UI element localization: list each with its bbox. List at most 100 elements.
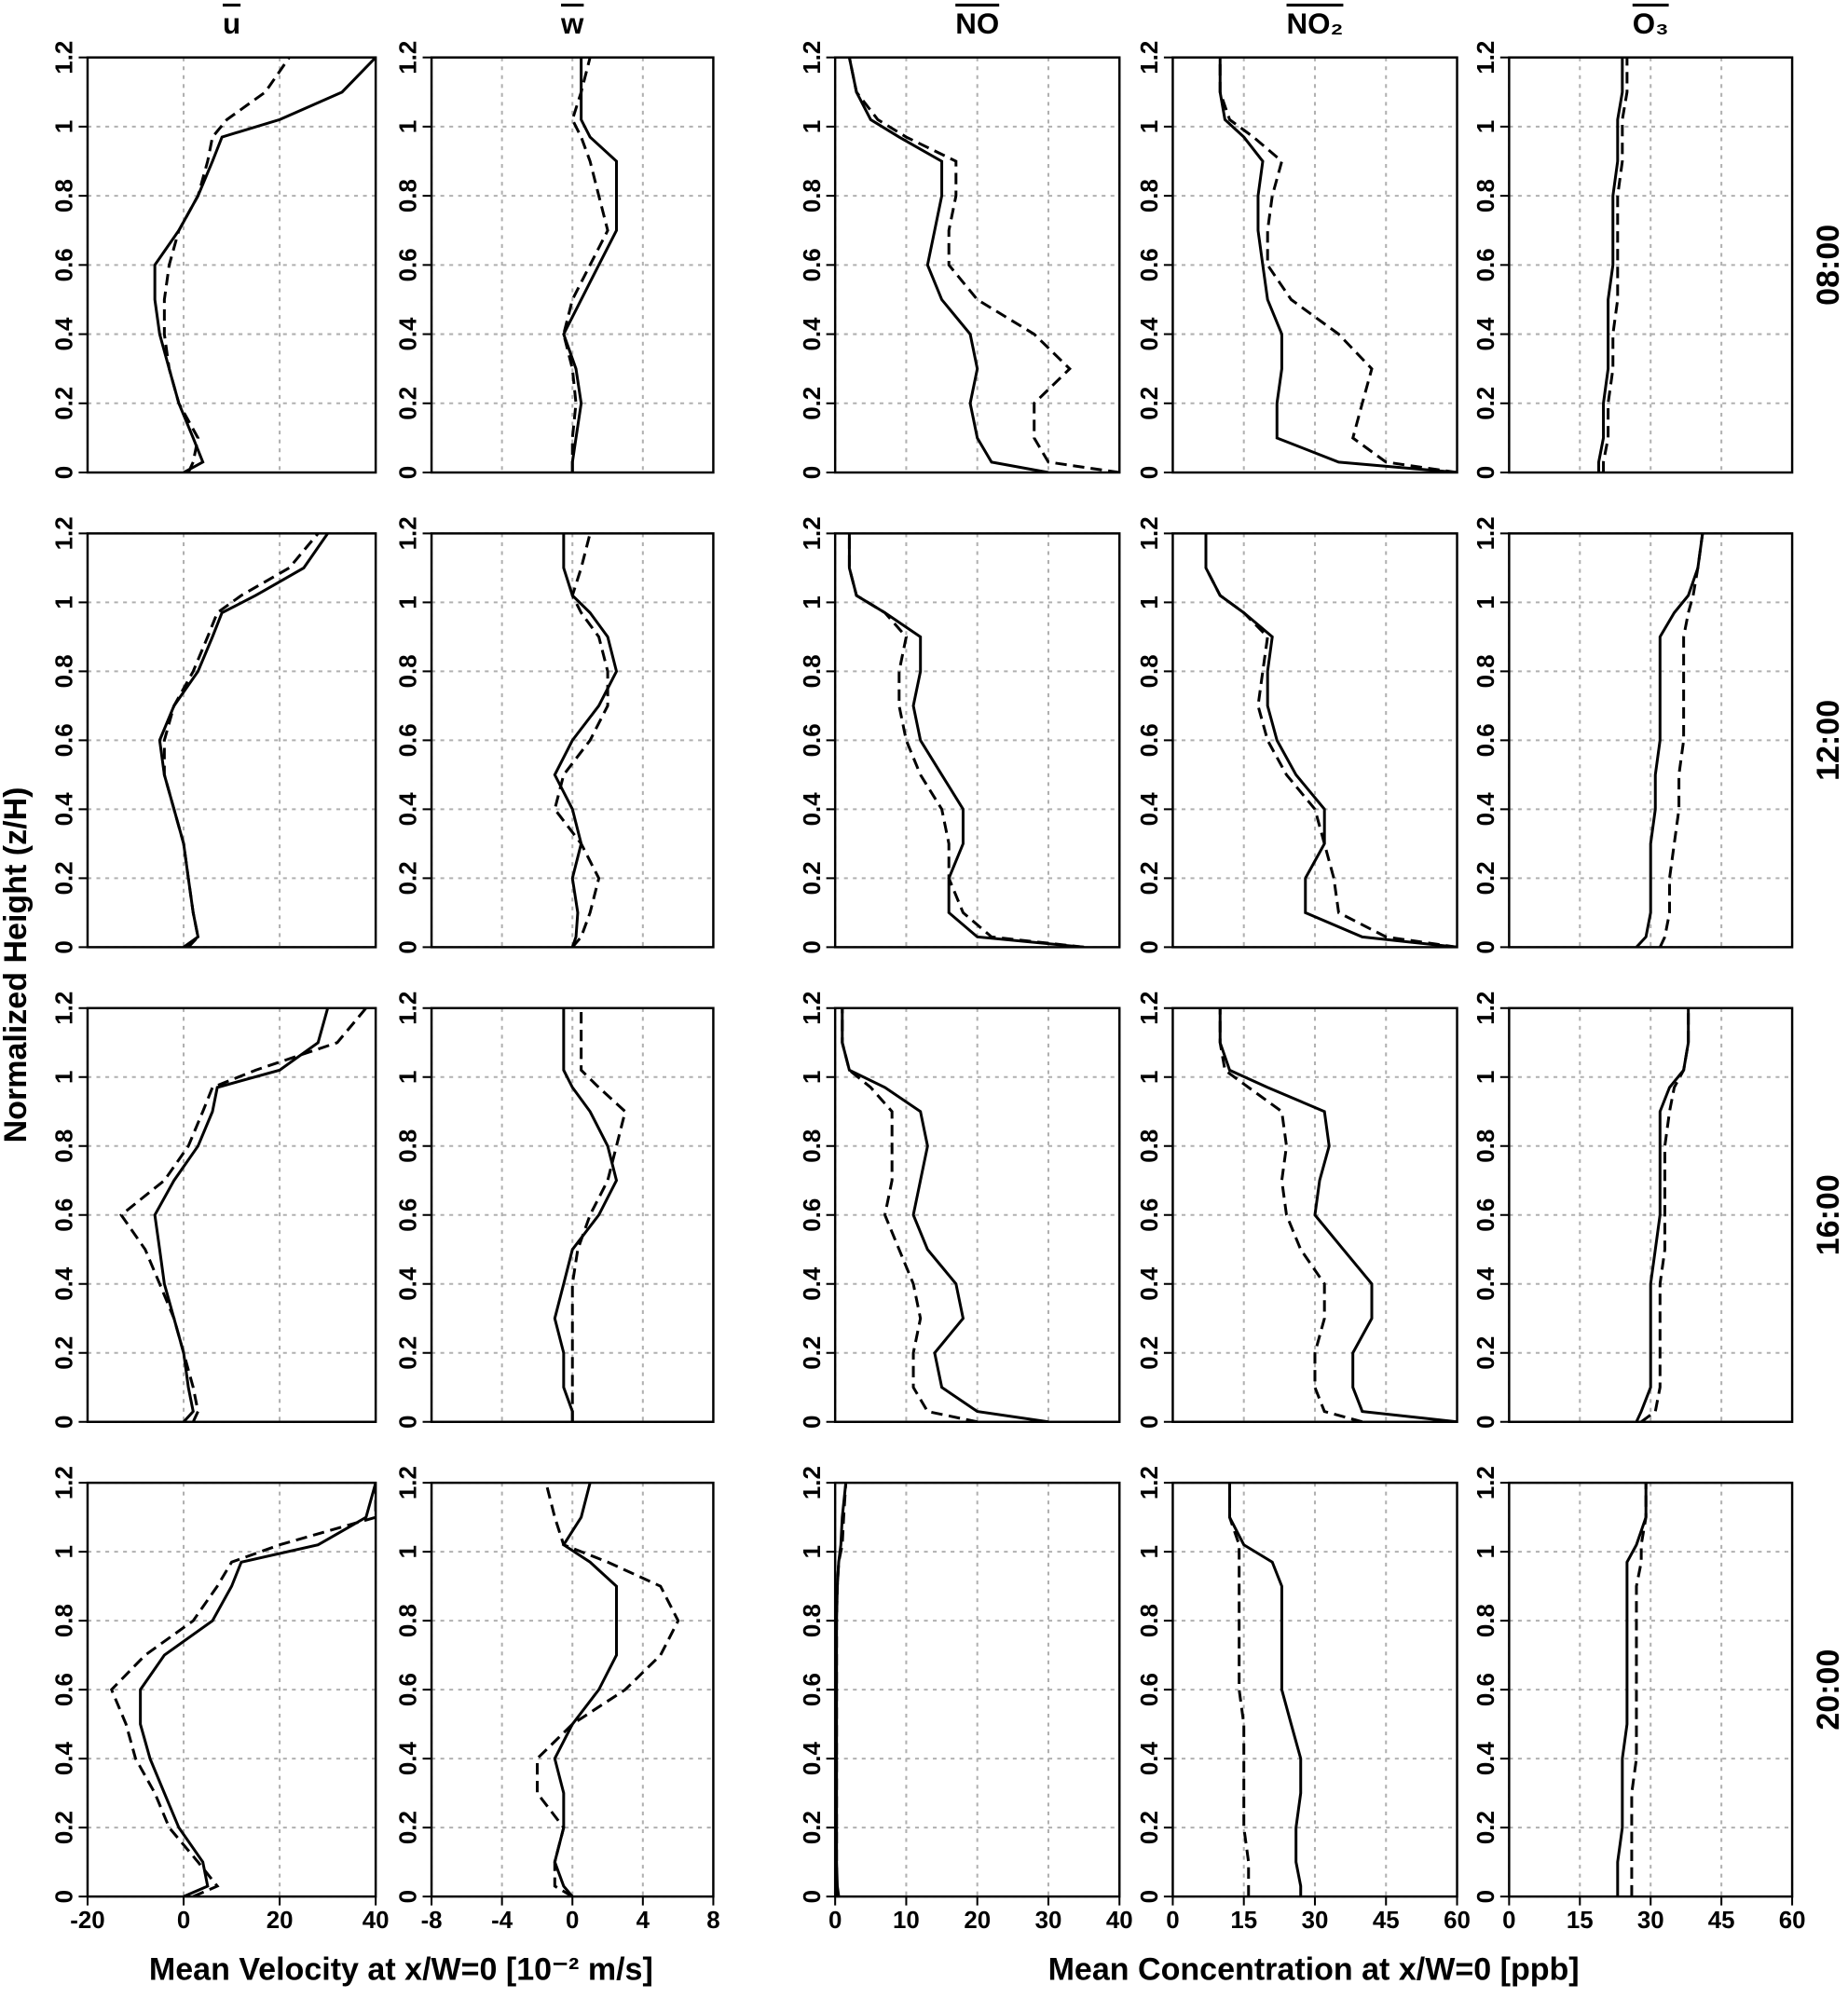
- plot-frame: [430, 1481, 715, 1898]
- x-tick-label: 0: [177, 1908, 190, 1934]
- x-axis-label: Mean Concentration at x/W=0 [ppb]: [1048, 1951, 1580, 1987]
- y-tick-label: 0.4: [1473, 1742, 1499, 1776]
- y-tick-label: 0.2: [1137, 387, 1163, 420]
- y-tick-label: 0.6: [1473, 1198, 1499, 1232]
- y-tick-label: 0.8: [52, 1129, 78, 1163]
- profile-line: [841, 1007, 1049, 1422]
- y-tick-label: 0.8: [1473, 1129, 1499, 1163]
- plot-frame: [833, 1481, 1121, 1898]
- y-tick-label: 1: [1137, 1071, 1163, 1084]
- y-tick-label: 0: [1473, 466, 1499, 479]
- y-tick-label: 0.2: [1473, 861, 1499, 895]
- y-tick-label: 1: [396, 120, 422, 133]
- y-tick-label: 0.2: [396, 861, 422, 895]
- y-tick-label: 0.6: [396, 723, 422, 757]
- y-tick-label: 0: [1137, 466, 1163, 479]
- plot-frame: [833, 56, 1121, 474]
- profile-line: [139, 1483, 376, 1897]
- x-tick-label: 0: [828, 1908, 842, 1934]
- y-tick-label: 0.6: [1473, 248, 1499, 281]
- profile-line: [162, 57, 291, 473]
- column-title: O₃: [1633, 7, 1669, 40]
- row-label: 20:00: [1811, 1649, 1846, 1731]
- profile-line: [553, 1007, 619, 1422]
- y-tick-label: 0.6: [800, 723, 826, 757]
- y-tick-label: 0.4: [396, 317, 422, 351]
- profile-line: [536, 1483, 680, 1897]
- y-tick-label: 1: [800, 595, 826, 609]
- y-tick-label: 1.2: [800, 516, 826, 550]
- y-tick-label: 0.6: [396, 1673, 422, 1706]
- y-tick-label: 1.2: [1137, 41, 1163, 75]
- y-tick-label: 0.4: [1473, 1266, 1499, 1301]
- x-tick-label: 40: [1106, 1908, 1133, 1934]
- y-tick-label: 1.2: [1473, 992, 1499, 1025]
- y-tick-label: 0.2: [1473, 387, 1499, 420]
- plot-frame: [86, 56, 377, 474]
- y-tick-label: 1: [52, 120, 78, 133]
- y-tick-label: 0.4: [52, 1742, 78, 1776]
- y-tick-label: 0.6: [1137, 1673, 1163, 1706]
- profile-line: [1635, 533, 1704, 948]
- y-tick-label: 0.8: [396, 654, 422, 688]
- y-tick-label: 1: [800, 1071, 826, 1084]
- x-tick-label: 0: [566, 1908, 579, 1934]
- y-tick-label: 0.4: [1137, 1266, 1163, 1301]
- column-title: NO₂: [1287, 7, 1344, 40]
- y-tick-label: 0.6: [1137, 248, 1163, 281]
- plot-frame: [1508, 56, 1794, 474]
- y-tick-label: 0: [396, 466, 422, 479]
- y-tick-label: 0.8: [1473, 1604, 1499, 1637]
- x-tick-label: 30: [1302, 1908, 1329, 1934]
- x-tick-label: 45: [1708, 1908, 1735, 1934]
- row-label: 08:00: [1811, 225, 1846, 306]
- y-tick-label: 0.8: [1137, 1129, 1163, 1163]
- profile-line: [157, 533, 329, 948]
- y-tick-label: 0: [800, 1890, 826, 1903]
- y-tick-label: 1.2: [800, 1466, 826, 1499]
- y-tick-label: 0.2: [52, 1811, 78, 1844]
- column-title: w: [560, 7, 584, 40]
- y-tick-label: 0.2: [52, 861, 78, 895]
- x-tick-label: 20: [964, 1908, 991, 1934]
- y-tick-label: 0.6: [1473, 1673, 1499, 1706]
- y-tick-label: 0: [52, 1890, 78, 1903]
- plot-frame: [430, 532, 715, 949]
- y-tick-label: 0.8: [52, 654, 78, 688]
- y-tick-label: 1: [396, 1545, 422, 1558]
- y-tick-label: 0.8: [1137, 179, 1163, 212]
- y-tick-label: 0: [800, 940, 826, 953]
- y-tick-label: 0: [800, 1416, 826, 1429]
- y-tick-label: 0.6: [1137, 723, 1163, 757]
- y-tick-label: 0.4: [52, 792, 78, 827]
- profile-line: [1218, 1007, 1458, 1422]
- profile-line: [1597, 57, 1624, 473]
- plot-frame: [833, 532, 1121, 949]
- plot-frame: [1171, 56, 1458, 474]
- y-tick-label: 0.8: [1473, 654, 1499, 688]
- plot-frame: [1508, 532, 1794, 949]
- profile-line: [847, 533, 1085, 948]
- y-tick-label: 1.2: [1473, 1466, 1499, 1499]
- y-tick-label: 0.4: [1473, 792, 1499, 827]
- y-tick-label: 0.6: [1137, 1198, 1163, 1232]
- x-tick-label: 45: [1373, 1908, 1400, 1934]
- row-label: 16:00: [1811, 1174, 1846, 1255]
- profile-line: [109, 1483, 376, 1897]
- y-tick-label: 0.4: [396, 1266, 422, 1301]
- y-tick-label: 0.6: [1473, 723, 1499, 757]
- y-tick-label: 0.4: [800, 792, 826, 827]
- y-tick-label: 0: [1473, 1416, 1499, 1429]
- y-tick-label: 0.8: [800, 1604, 826, 1637]
- profile-line: [562, 57, 618, 473]
- row-label: 12:00: [1811, 700, 1846, 781]
- y-tick-label: 0.2: [1473, 1811, 1499, 1844]
- y-tick-label: 1.2: [396, 1466, 422, 1499]
- profile-line: [847, 57, 1120, 473]
- y-tick-label: 1: [800, 1545, 826, 1558]
- y-tick-label: 1.2: [1137, 516, 1163, 550]
- y-tick-label: 0: [396, 940, 422, 953]
- y-tick-label: 0.2: [1137, 861, 1163, 895]
- y-tick-label: 0: [1137, 940, 1163, 953]
- y-tick-label: 0.4: [1137, 1742, 1163, 1776]
